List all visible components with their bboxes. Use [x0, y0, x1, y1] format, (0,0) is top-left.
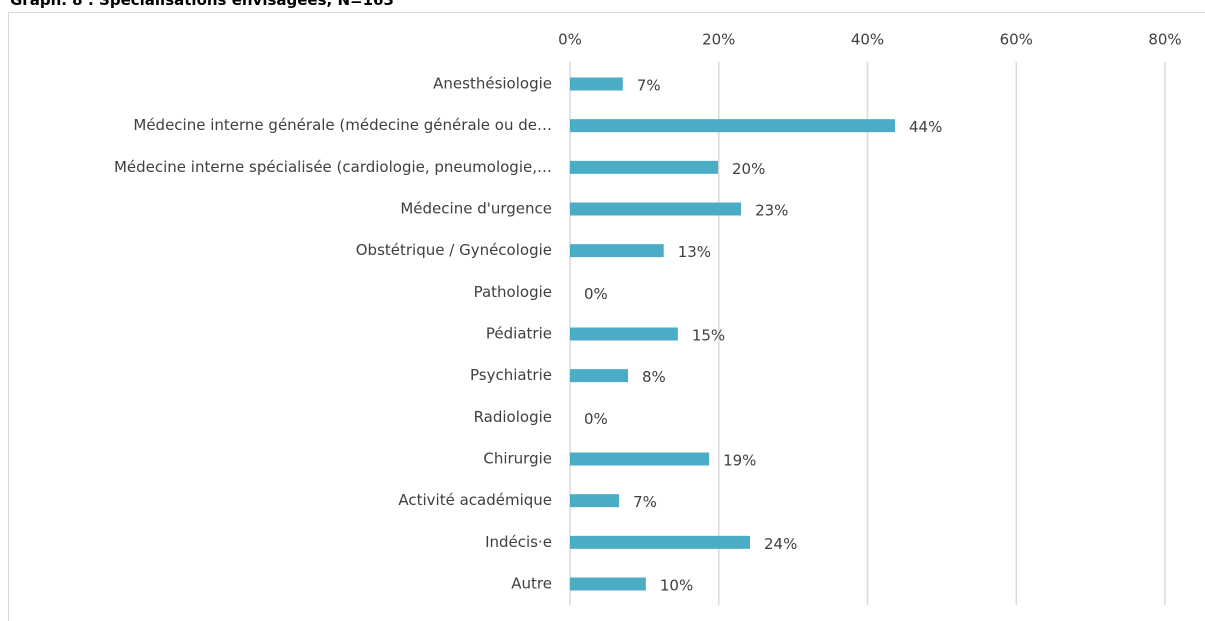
data-label: 13% — [678, 243, 711, 261]
data-label: 8% — [642, 368, 666, 386]
bar — [570, 494, 620, 508]
y-tick-label: Psychiatrie — [470, 366, 552, 384]
y-tick-label: Pathologie — [474, 283, 552, 301]
bar — [570, 577, 646, 591]
data-label: 19% — [723, 452, 756, 470]
x-tick-label: 20% — [702, 31, 735, 49]
x-tick-label: 80% — [1148, 31, 1181, 49]
bar — [570, 119, 896, 133]
y-tick-label: Médecine interne spécialisée (cardiologi… — [114, 158, 552, 176]
chart-frame — [8, 12, 1205, 621]
bar — [570, 244, 664, 258]
chart-title: Graph. 8 : Spécialisations envisagées, N… — [10, 0, 394, 9]
y-tick-label: Obstétrique / Gynécologie — [356, 241, 552, 259]
bar — [570, 452, 710, 466]
bar — [570, 535, 750, 549]
x-tick-label: 40% — [851, 31, 884, 49]
bar — [570, 369, 629, 383]
data-label: 7% — [633, 493, 657, 511]
data-label: 20% — [732, 160, 765, 178]
data-label: 44% — [909, 118, 942, 136]
data-label: 10% — [660, 577, 693, 595]
data-label: 15% — [692, 327, 725, 345]
bar — [570, 202, 742, 216]
y-tick-label: Autre — [511, 575, 552, 593]
y-tick-label: Indécis·e — [485, 533, 552, 551]
bar — [570, 77, 623, 91]
y-tick-label: Activité académique — [398, 491, 552, 509]
data-label: 7% — [637, 77, 661, 95]
data-label: 0% — [584, 410, 608, 428]
data-label: 0% — [584, 285, 608, 303]
bar — [570, 160, 719, 174]
y-tick-label: Chirurgie — [483, 450, 552, 468]
x-tick-label: 60% — [1000, 31, 1033, 49]
y-tick-label: Pédiatrie — [486, 325, 552, 343]
data-label: 24% — [764, 535, 797, 553]
bar — [570, 327, 678, 341]
y-tick-label: Anesthésiologie — [433, 75, 552, 93]
data-label: 23% — [755, 202, 788, 220]
y-tick-label: Radiologie — [474, 408, 552, 426]
x-tick-label: 0% — [558, 31, 582, 49]
y-tick-label: Médecine interne générale (médecine géné… — [133, 116, 552, 134]
y-tick-label: Médecine d'urgence — [400, 200, 552, 218]
